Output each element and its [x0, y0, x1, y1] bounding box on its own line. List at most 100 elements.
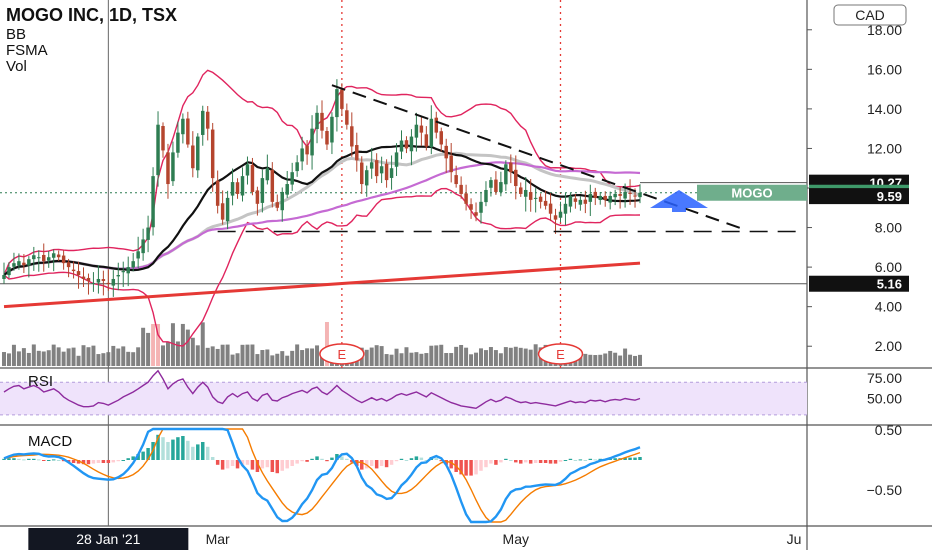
macd-histogram-bar	[201, 442, 205, 460]
macd-histogram-bar	[444, 460, 448, 465]
volume-bar	[459, 344, 464, 366]
macd-histogram-bar	[245, 460, 250, 465]
candle-body	[399, 140, 404, 152]
volume-bar	[419, 353, 424, 366]
macd-histogram-bar	[205, 446, 210, 460]
macd-histogram-bar	[369, 460, 374, 466]
up-arrow-icon	[650, 190, 708, 212]
candle-body	[514, 169, 518, 187]
volume-bar	[146, 332, 151, 366]
candle-body	[623, 191, 627, 199]
candle-body	[355, 145, 359, 161]
macd-histogram-bar	[285, 460, 289, 469]
candle-body	[86, 277, 91, 281]
candle-body	[201, 110, 205, 135]
level-tag-9-59: 9.59	[877, 189, 902, 204]
bollinger-fill	[4, 70, 640, 347]
macd-histogram-bar	[86, 460, 91, 465]
candle-body	[240, 176, 245, 196]
macd-histogram-bar	[131, 456, 135, 460]
candle-body	[285, 184, 289, 195]
macd-histogram-bar	[578, 459, 583, 461]
macd-histogram-bar	[563, 460, 568, 461]
volume-bar	[533, 344, 538, 366]
macd-histogram-bar	[320, 458, 324, 460]
candle-body	[538, 196, 543, 202]
candle-body	[553, 215, 558, 220]
macd-histogram-bar	[330, 457, 334, 460]
volume-bar	[240, 344, 245, 366]
macd-histogram-bar	[171, 439, 175, 460]
macd-histogram-bar	[623, 457, 627, 460]
volume-bar	[36, 350, 41, 366]
candle-body	[37, 257, 41, 259]
macd-histogram-bar	[81, 460, 86, 465]
candle-body	[414, 124, 419, 138]
macd-histogram-bar	[121, 460, 125, 461]
candle-body	[101, 279, 106, 281]
volume-bar	[106, 352, 111, 366]
candle-body	[494, 179, 498, 192]
volume-bar	[598, 354, 603, 366]
symbol-tag: MOGO	[731, 186, 772, 201]
price-axis: 18.0016.0014.0012.0010.008.006.004.002.0…	[697, 22, 909, 498]
macd-histogram-bar	[166, 442, 170, 460]
candle-body	[519, 187, 523, 194]
candle-body	[504, 164, 508, 185]
volume-bar	[175, 341, 180, 366]
macd-histogram-bar	[106, 460, 111, 463]
macd-histogram-bar	[573, 460, 578, 461]
macd-histogram-bar	[260, 460, 265, 469]
volume-bar	[56, 347, 61, 366]
candle-body	[81, 276, 86, 279]
level-tag-9-59-bg	[809, 188, 909, 205]
volume-bar	[409, 352, 414, 366]
volume-bar	[295, 344, 300, 366]
volume-bar	[220, 344, 225, 366]
candle-body	[350, 126, 354, 147]
candle-body	[205, 111, 210, 129]
candle-body	[424, 134, 429, 147]
macd-histogram-bar	[126, 458, 130, 460]
volume-bar	[180, 323, 185, 366]
candle-body	[166, 152, 170, 185]
macd-histogram-bar	[533, 460, 538, 463]
candle-body	[66, 262, 71, 268]
macd-histogram-bar	[553, 460, 558, 464]
candle-body	[51, 253, 56, 258]
macd-histogram-bar	[111, 460, 116, 463]
candle-body	[116, 275, 121, 277]
volume-bar	[61, 351, 66, 366]
earnings-marker-0	[319, 343, 365, 365]
candle-body	[42, 254, 46, 262]
volume-bar	[270, 355, 275, 366]
candle-body	[245, 164, 250, 176]
macd-histogram-bar	[61, 460, 66, 462]
rsi-panel: RSI	[0, 369, 807, 416]
candle-body	[509, 162, 513, 173]
volume-bar	[185, 329, 190, 366]
volume-bar	[245, 344, 250, 366]
macd-histogram-bar	[345, 458, 349, 460]
candle-body	[156, 124, 160, 176]
candle-body	[186, 118, 190, 145]
macd-histogram-bar	[310, 458, 314, 460]
candle-body	[578, 199, 583, 205]
volume-bar	[41, 351, 46, 366]
candle-body	[315, 112, 319, 130]
macd-histogram-bar	[220, 460, 225, 470]
volume-bar	[16, 351, 21, 366]
macd-histogram-bar	[230, 460, 235, 466]
macd-histogram-bar	[250, 460, 255, 470]
candle-body	[618, 194, 622, 196]
candle-body	[255, 190, 260, 204]
currency-badge[interactable]: CAD	[833, 4, 907, 26]
volume-bar	[200, 322, 205, 366]
macd-histogram-bar	[479, 460, 483, 471]
candle-body	[369, 162, 374, 169]
candle-body	[91, 282, 96, 284]
volume-bar	[503, 347, 508, 366]
macd-histogram-bar	[379, 460, 384, 466]
volume-bar	[633, 355, 638, 366]
